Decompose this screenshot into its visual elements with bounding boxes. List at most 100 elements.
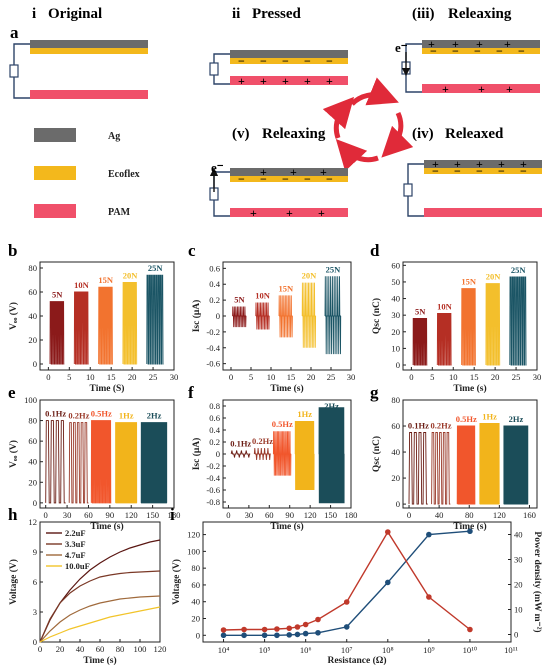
- panel-letter-d: d: [370, 241, 380, 260]
- y2-tick-label-i-4: 40: [514, 530, 523, 540]
- cycle-arrow-4: [322, 96, 355, 139]
- series-label-c-2: 15N: [278, 283, 294, 293]
- x-tick-label-f-4: 120: [304, 510, 317, 520]
- x-tick-label-h-0: 0: [38, 644, 42, 654]
- x-tick-label-c-4: 20: [307, 372, 316, 382]
- y-tick-label-f-2: -0.4: [206, 473, 220, 483]
- panel-letter-f: f: [188, 383, 194, 402]
- series-label-e-3: 1Hz: [119, 411, 134, 421]
- y-tick-label-f-1: -0.6: [206, 485, 220, 495]
- y-tick-label-e-4: 80: [28, 416, 37, 426]
- x-tick-label-c-0: 0: [229, 372, 233, 382]
- plot-frame-e: [39, 399, 175, 509]
- charge-minus-stage-iv-4: −: [520, 164, 527, 178]
- x-tick-label-i-1: 10⁵: [259, 645, 271, 655]
- chart-f: f 0 30 60 90 120 150 180 -0.8 -0.6 -0.4 -0.2 0 0.2 0.4…: [188, 383, 357, 532]
- x-tick-label-f-2: 60: [265, 510, 274, 520]
- ecoflex-layer-stage-v: [230, 176, 348, 182]
- x-tick-label-b-3: 15: [107, 372, 116, 382]
- charge-plus-bottom-stage-ii-3: +: [304, 74, 311, 88]
- y-tick-label-g-0: 0: [396, 499, 400, 509]
- y-tick-label-c-2: -0.2: [206, 327, 220, 337]
- x-tick-label-h-2: 40: [76, 644, 85, 654]
- legend-swatch-ag: [34, 128, 76, 142]
- x-tick-label-b-1: 5: [67, 372, 71, 382]
- series-label-b-3: 20N: [123, 270, 139, 280]
- ecoflex-layer-stage-iv: [424, 168, 542, 174]
- y-tick-label-g-2: 40: [391, 447, 400, 457]
- series-label-g-1: 0.2Hz: [431, 421, 452, 431]
- series-point-i-0-6: [302, 630, 309, 637]
- y-tick-label-i-2: 40: [191, 597, 200, 607]
- x-axis-label-e: Time (s): [90, 521, 123, 532]
- legend-swatch-pam: [34, 204, 76, 218]
- series-line-b-0: [49, 301, 65, 365]
- x-tick-label-b-0: 0: [46, 372, 50, 382]
- x-tick-label-h-3: 60: [96, 644, 105, 654]
- charge-minus-stage-iv-0: −: [432, 164, 439, 178]
- series-line-d-0: [412, 318, 428, 366]
- series-label-e-0: 0.1Hz: [45, 409, 66, 419]
- series-point-i-1-0: [220, 627, 227, 633]
- charge-minus-stage-iv-2: −: [476, 164, 483, 178]
- chart-d: d 0 5 10 15 20 25 30 0 10 20 30 40 50 60 Time (s) Qsc (n…: [370, 241, 541, 394]
- x-tick-label-c-6: 30: [347, 372, 356, 382]
- y-axis-label-c: Isc (μA): [191, 300, 202, 333]
- y-tick-label-b-3: 60: [28, 287, 37, 297]
- x-tick-label-e-5: 150: [146, 510, 159, 520]
- y-axis-label-d: Qsc (nC): [371, 298, 382, 334]
- charge-minus-stage-v-4: −: [326, 172, 333, 186]
- charge-minus-stage-v-2: −: [282, 172, 289, 186]
- y2-tick-label-i-2: 20: [514, 580, 523, 590]
- chart-e: e 0 30 60 90 120 150 180 0 20 40 60 80 100 Time (s) Vₒₒ…: [8, 383, 180, 532]
- series-label-c-0: 5N: [234, 294, 245, 304]
- series-line-e-1: [68, 422, 89, 504]
- y-axis-label-b: Vₒₒ (V): [8, 302, 19, 330]
- x-tick-label-h-1: 20: [56, 644, 65, 654]
- x-tick-label-e-4: 120: [125, 510, 138, 520]
- pam-layer-stage-iii: [422, 84, 540, 93]
- pam-layer-stage-i: [30, 90, 148, 99]
- charge-minus-stage-iii-2: −: [474, 44, 481, 58]
- x-tick-label-i-3: 10⁷: [341, 645, 353, 655]
- x-tick-label-e-1: 30: [63, 510, 72, 520]
- x-tick-label-f-1: 30: [245, 510, 254, 520]
- charge-minus-stage-v-0: −: [238, 172, 245, 186]
- y-tick-label-h-2: 6: [33, 577, 38, 587]
- series-line-f-0: [230, 450, 251, 458]
- y-axis-label-h: Voltage (V): [8, 559, 19, 605]
- charge-plus-top-stage-iv-4: +: [520, 157, 527, 171]
- stage-i-label: Original: [48, 6, 102, 22]
- y-tick-label-f-8: 0.8: [209, 401, 220, 411]
- ecoflex-layer-stage-iii: [422, 48, 540, 54]
- cycle-arrows: [322, 77, 414, 172]
- series-label-d-1: 10N: [437, 302, 453, 312]
- series-point-i-1-7: [315, 616, 321, 623]
- x-tick-label-d-3: 15: [470, 372, 479, 382]
- device-stage-ii: − − − − − + + + + +: [209, 50, 348, 88]
- y-axis-label-i: Voltage (V): [171, 559, 182, 605]
- charge-plus-top-stage-iv-0: +: [432, 157, 439, 171]
- y-tick-label-f-5: 0.2: [209, 437, 220, 447]
- y-axis-label-g: Qsc (nC): [371, 436, 382, 472]
- y-tick-label-d-6: 60: [391, 260, 400, 270]
- series-line-e-2: [90, 420, 112, 504]
- y-tick-label-b-4: 80: [28, 263, 37, 273]
- x-axis-label-i: Resistance (Ω): [327, 655, 386, 666]
- y-tick-label-c-1: -0.4: [206, 343, 220, 353]
- y-tick-label-d-3: 30: [391, 310, 400, 320]
- charge-minus-stage-ii-3: −: [304, 54, 311, 68]
- y-tick-label-g-3: 60: [391, 421, 400, 431]
- x-tick-label-h-5: 100: [134, 644, 147, 654]
- series-point-i-1-11: [467, 626, 473, 633]
- x-axis-label-f: Time (s): [270, 521, 303, 532]
- series-line-g-2: [456, 425, 476, 505]
- x-tick-label-b-2: 10: [86, 372, 95, 382]
- load-resistor-stage-iv: [403, 183, 413, 197]
- panel-letter-h: h: [8, 505, 18, 524]
- pam-layer-stage-iv: [424, 208, 542, 217]
- stage-iv-numeral: (iv): [412, 126, 434, 142]
- x-tick-label-d-4: 20: [491, 372, 500, 382]
- x-tick-label-d-6: 30: [533, 372, 542, 382]
